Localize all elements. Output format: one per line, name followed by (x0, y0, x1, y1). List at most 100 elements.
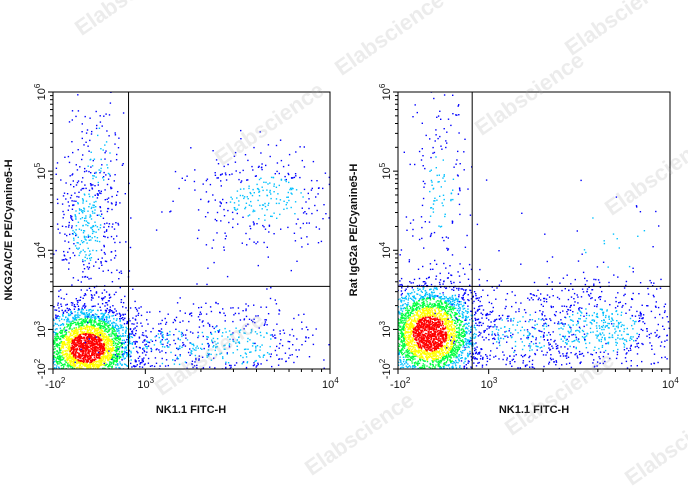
event-dot (236, 197, 237, 198)
event-dot (81, 342, 82, 343)
event-dot (93, 310, 94, 311)
event-dot (51, 346, 52, 347)
event-dot (504, 331, 505, 332)
event-dot (138, 407, 139, 408)
event-dot (86, 290, 87, 291)
event-dot (90, 236, 91, 237)
event-dot (244, 196, 245, 197)
event-dot (308, 208, 309, 209)
event-dot (229, 330, 230, 331)
event-dot (59, 320, 60, 321)
event-dot (12, 313, 13, 314)
event-dot (76, 377, 77, 378)
event-dot (45, 353, 46, 354)
event-dot (84, 260, 85, 261)
event-dot (82, 261, 83, 262)
event-dot (142, 334, 143, 335)
event-dot (275, 350, 276, 351)
event-dot (126, 339, 127, 340)
event-dot (272, 336, 273, 337)
event-dot (305, 337, 306, 338)
event-dot (192, 364, 193, 365)
event-dot (130, 217, 131, 218)
event-dot (242, 310, 243, 311)
event-dot (62, 350, 63, 351)
event-dot (255, 346, 256, 347)
event-dot (262, 208, 263, 209)
event-dot (42, 358, 43, 359)
event-dot (189, 355, 190, 356)
event-dot (265, 229, 266, 230)
event-dot (78, 242, 79, 243)
event-dot (48, 357, 49, 358)
event-dot (60, 333, 61, 334)
event-dot (135, 327, 136, 328)
event-dot (90, 166, 91, 167)
event-dot (71, 218, 72, 219)
event-dot (22, 324, 23, 325)
event-dot (140, 306, 141, 307)
event-dot (65, 373, 66, 374)
event-dot (489, 314, 490, 315)
event-dot (280, 140, 281, 141)
event-dot (121, 410, 122, 411)
event-dot (83, 352, 84, 353)
event-dot (235, 152, 236, 153)
event-dot (191, 315, 192, 316)
event-dot (194, 365, 195, 366)
event-dot (98, 214, 99, 215)
event-dot (252, 343, 253, 344)
event-dot (255, 315, 256, 316)
event-dot (60, 289, 61, 290)
event-dot (229, 374, 230, 375)
event-dot (248, 198, 249, 199)
event-dot (80, 346, 81, 347)
event-dot (89, 190, 90, 191)
event-dot (116, 270, 117, 271)
event-dot (55, 250, 56, 251)
event-dot (100, 385, 101, 386)
event-dot (125, 193, 126, 194)
event-dot (122, 306, 123, 307)
event-dot (97, 393, 98, 394)
event-dot (106, 291, 107, 292)
event-dot (168, 346, 169, 347)
event-dot (38, 299, 39, 300)
event-dot (49, 351, 50, 352)
event-dot (142, 360, 143, 361)
event-dot (254, 210, 255, 211)
event-dot (213, 345, 214, 346)
event-dot (251, 384, 252, 385)
event-dot (240, 319, 241, 320)
event-dot (205, 216, 206, 217)
event-dot (65, 335, 66, 336)
event-dot (174, 319, 175, 320)
event-dot (119, 358, 120, 359)
event-dot (48, 345, 49, 346)
event-dot (193, 376, 194, 377)
event-dot (94, 373, 95, 374)
event-dot (262, 376, 263, 377)
event-dot (47, 358, 48, 359)
event-dot (270, 334, 271, 335)
event-dot (279, 348, 280, 349)
event-dot (229, 343, 230, 344)
event-dot (75, 218, 76, 219)
event-dot (115, 134, 116, 135)
event-dot (120, 320, 121, 321)
event-dot (74, 382, 75, 383)
event-dot (295, 349, 296, 350)
event-dot (173, 322, 174, 323)
event-dot (155, 340, 156, 341)
event-dot (71, 375, 72, 376)
event-dot (113, 370, 114, 371)
event-dot (133, 328, 134, 329)
event-dot (75, 372, 76, 373)
event-dot (83, 314, 84, 315)
event-dot (71, 304, 72, 305)
event-dot (246, 244, 247, 245)
event-dot (227, 352, 228, 353)
event-dot (388, 291, 389, 292)
event-dot (66, 356, 67, 357)
event-dot (92, 359, 93, 360)
